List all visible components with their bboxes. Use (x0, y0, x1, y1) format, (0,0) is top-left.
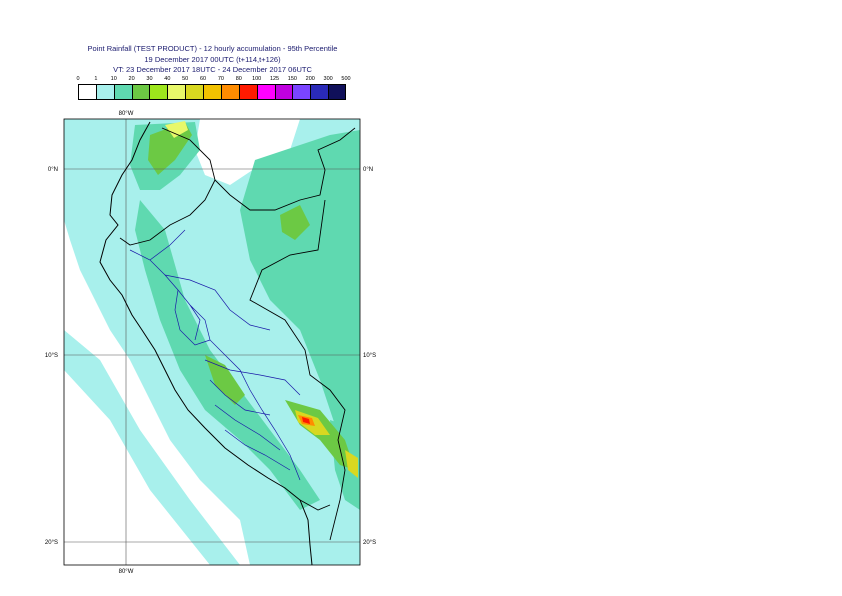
legend-swatch (167, 84, 186, 100)
legend-tick-label: 150 (287, 76, 297, 82)
chart-valid-time: VT: 23 December 2017 18UTC - 24 December… (113, 65, 312, 74)
rain-band-green-east (240, 130, 360, 470)
lat-label-left-20s: 20°S (45, 540, 58, 546)
legend-tick-label: 200 (305, 76, 315, 82)
clear-patch-north (195, 119, 300, 185)
lon-label-top: 80°W (119, 111, 134, 117)
legend-tick-label: 60 (200, 76, 207, 82)
chart-run-time: 19 December 2017 00UTC (t+114,t+126) (144, 55, 281, 64)
legend-swatch (95, 84, 114, 100)
legend-tick-label: 100 (252, 76, 262, 82)
legend-tick-label: 125 (269, 76, 280, 82)
lat-label-right-0: 0°N (363, 167, 373, 173)
legend-swatch (274, 84, 293, 100)
chart-title: Point Rainfall (TEST PRODUCT) - 12 hourl… (87, 44, 338, 53)
legend-swatch (256, 84, 275, 100)
legend-tick-label: 10 (110, 76, 117, 82)
legend-swatch (328, 84, 346, 100)
lat-label-left-10s: 10°S (45, 353, 58, 359)
rain-offshore-streak (64, 330, 240, 565)
rain-cell-30-andes (205, 355, 245, 405)
legend-tick-label: 80 (235, 76, 242, 82)
lon-label-bottom: 80°W (119, 569, 134, 575)
country-borders (119, 127, 356, 541)
legend-tick-label: 0 (76, 76, 80, 82)
rain-peak-red (302, 417, 310, 424)
legend-swatch (185, 84, 204, 100)
rain-band-green-andes (135, 200, 320, 510)
legend-swatch (149, 84, 168, 100)
legend-tick-label: 20 (128, 76, 135, 82)
legend-swatch (220, 84, 239, 100)
rain-cell-30-east (280, 205, 310, 240)
legend-swatch (238, 84, 257, 100)
rain-cell-30-north (148, 122, 192, 175)
legend-tick-label: 50 (182, 76, 189, 82)
lat-label-left-0: 0°N (48, 167, 58, 173)
region-borders (129, 229, 301, 481)
map-frame (63, 118, 361, 566)
legend-tick-label: 30 (146, 76, 153, 82)
legend-tick-label: 70 (217, 76, 224, 82)
legend-tick-label: 40 (164, 76, 171, 82)
legend-tick-label: 300 (323, 76, 333, 82)
lat-label-right-20s: 20°S (363, 540, 376, 546)
legend-swatch (292, 84, 311, 100)
legend-swatch (203, 84, 221, 100)
legend-swatch (131, 84, 150, 100)
legend-swatch (310, 84, 329, 100)
coastline (99, 121, 313, 565)
rain-cell-50-south-east (345, 450, 358, 478)
legend-tick-label: 1 (94, 76, 98, 82)
legend-tick-label: 500 (341, 76, 351, 82)
lat-label-right-10s: 10°S (363, 353, 376, 359)
rain-cell-40-north (165, 121, 188, 138)
legend-swatch (113, 84, 132, 100)
map-panel (64, 119, 360, 565)
